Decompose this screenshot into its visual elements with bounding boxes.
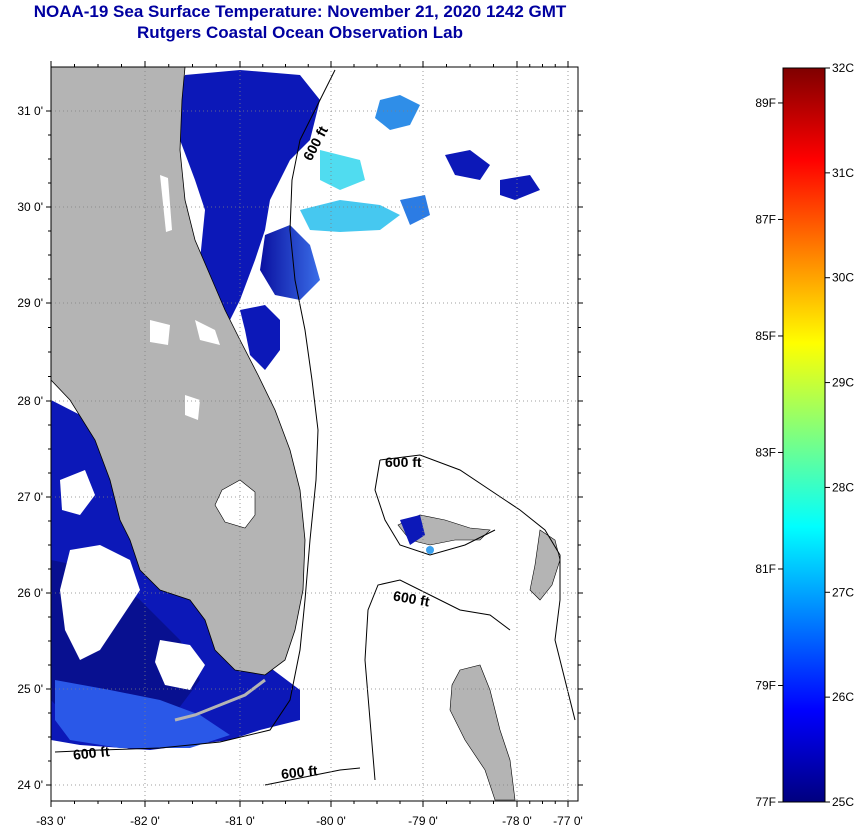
lat-label: 31 0' — [17, 104, 43, 118]
fahrenheit-label: 83F — [755, 445, 776, 459]
fahrenheit-label: 81F — [755, 562, 776, 576]
lat-label: 29 0' — [17, 296, 43, 310]
celsius-label: 32C — [832, 61, 854, 75]
fahrenheit-label: 89F — [755, 96, 776, 110]
inland-lake — [195, 320, 220, 345]
title-block: NOAA-19 Sea Surface Temperature: Novembe… — [0, 0, 600, 44]
atlantic-sst-patch — [240, 305, 280, 370]
atlantic-warm-patch — [375, 95, 420, 130]
inland-lake — [160, 175, 172, 232]
bahamas-abaco — [529, 529, 561, 601]
lat-label: 28 0' — [17, 394, 43, 408]
isobath-600ft-bahamas-west — [374, 459, 496, 556]
cloud-gap — [60, 545, 140, 660]
contour-label: 600 ft — [385, 454, 422, 470]
celsius-label: 31C — [832, 166, 854, 180]
atlantic-sst-patch — [500, 175, 540, 200]
celsius-label: 28C — [832, 480, 854, 494]
contour-label: 600 ft — [280, 762, 318, 782]
lon-label: -83 0' — [36, 814, 66, 828]
lon-label: -81 0' — [225, 814, 255, 828]
inland-lake — [185, 395, 200, 420]
latitude-axis: 31 0' 30 0' 29 0' 28 0' 27 0' 26 0' 25 0' 24 0' — [17, 104, 583, 792]
atlantic-warm-patch — [400, 195, 430, 225]
celsius-label: 30C — [832, 271, 854, 285]
lat-label: 24 0' — [17, 778, 43, 792]
bahamas-sst-patch — [400, 515, 425, 545]
celsius-label: 27C — [832, 585, 854, 599]
cloud-gap — [155, 640, 205, 690]
lon-label: -79 0' — [408, 814, 438, 828]
gulf-sst-patch-warm — [55, 680, 230, 748]
map-subtitle: Rutgers Coastal Ocean Observation Lab — [137, 23, 463, 42]
fahrenheit-label: 79F — [755, 678, 776, 692]
contour-label: 600 ft — [72, 743, 110, 763]
inland-lake — [150, 320, 170, 345]
isobath-600ft-florida — [54, 69, 336, 753]
lat-label: 27 0' — [17, 490, 43, 504]
bahamas-warm-dot — [426, 546, 434, 554]
lake-okeechobee — [214, 479, 256, 529]
colorbar-labels: 32C 31C 30C 29C 28C 27C 26C 25C 89F 87F 85F 83F 81F 7… — [755, 61, 854, 809]
isobath-600ft-straits — [364, 579, 511, 781]
atlantic-warm-tongue — [260, 225, 320, 300]
atlantic-sst-patch — [445, 150, 490, 180]
atlantic-warm-patch — [300, 200, 400, 232]
sst-map: 600 ft 600 ft 600 ft 600 ft 600 ft 31 0'… — [17, 61, 583, 828]
temperature-colorbar: 32C 31C 30C 29C 28C 27C 26C 25C 89F 87F 85F 83F 81F 7… — [755, 61, 854, 809]
isobath-600ft-bahamas-north — [379, 454, 576, 721]
map-frame — [50, 66, 579, 802]
celsius-label: 26C — [832, 690, 854, 704]
map-title: NOAA-19 Sea Surface Temperature: Novembe… — [33, 2, 567, 21]
fahrenheit-label: 85F — [755, 329, 776, 343]
celsius-label: 29C — [832, 376, 854, 390]
lat-label: 25 0' — [17, 682, 43, 696]
atlantic-sst-patch — [178, 70, 320, 320]
fahrenheit-label: 87F — [755, 212, 776, 226]
lon-label: -77 0' — [553, 814, 583, 828]
florida-keys — [174, 678, 266, 722]
lon-label: -80 0' — [316, 814, 346, 828]
longitude-axis: -83 0' -82 0' -81 0' -80 0' -79 0' -78 0' -77 … — [36, 61, 583, 828]
lon-label: -82 0' — [130, 814, 160, 828]
lat-label: 30 0' — [17, 200, 43, 214]
colorbar-gradient — [782, 67, 826, 803]
fahrenheit-label: 77F — [755, 795, 776, 809]
isobath-600ft-south — [264, 767, 361, 786]
lat-label: 26 0' — [17, 586, 43, 600]
celsius-label: 25C — [832, 795, 854, 809]
bahamas-andros — [449, 664, 516, 801]
contour-label: 600 ft — [392, 587, 431, 609]
lon-label: -78 0' — [502, 814, 532, 828]
cloud-gap — [60, 470, 95, 515]
